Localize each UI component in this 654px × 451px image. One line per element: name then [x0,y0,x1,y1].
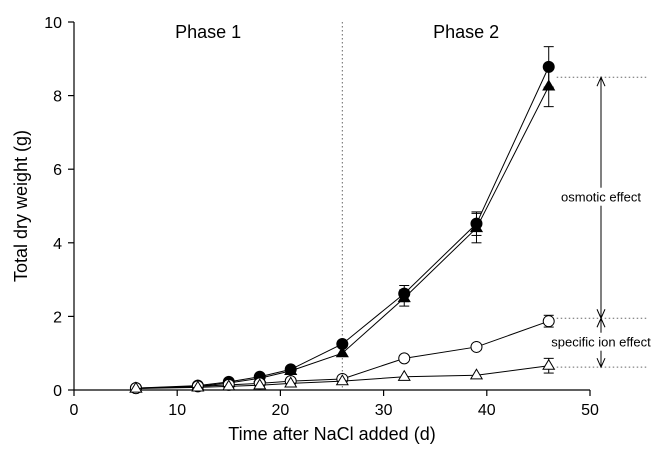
data-point [191,380,205,392]
data-point [397,369,411,381]
x-axis-label: Time after NaCl added (d) [228,424,435,444]
x-tick-label: 40 [478,402,496,419]
arrow-head [596,317,606,328]
annotation-label-bg [552,187,650,206]
reference-lines [556,76,648,368]
data-point [398,352,411,365]
phase-label: Phase 2 [433,22,499,42]
series-4 [129,357,556,393]
ticks: 0 10 20 30 40 50 0 2 4 6 8 10 [44,15,599,419]
y-tick-label: 4 [53,236,62,253]
y-tick-label: 2 [53,309,62,326]
data-point [253,378,267,390]
y-tick-label: 10 [44,15,62,32]
series-group [129,46,556,395]
annotation-label: osmotic effect [561,190,641,205]
x-tick-label: 20 [272,402,290,419]
arrow-head [596,357,606,369]
data-point [397,291,411,303]
data-point [335,374,349,386]
data-point [284,363,298,375]
y-tick-label: 8 [53,89,62,106]
x-tick-label: 0 [70,402,79,419]
data-point [284,376,298,388]
annotations: osmotic effect specific ion effect [538,75,654,369]
annotation-arrow: osmotic effect [552,75,650,320]
annotation-label-bg [538,332,654,351]
arrow-head [596,75,606,87]
data-point [542,79,556,91]
x-tick-label: 50 [581,402,599,419]
data-point [542,315,555,328]
x-tick-label: 10 [168,402,186,419]
y-axis-label: Total dry weight (g) [11,130,31,282]
y-tick-label: 0 [53,383,62,400]
y-tick-label: 6 [53,162,62,179]
x-tick-label: 30 [375,402,393,419]
data-point [470,340,483,353]
annotation-label: specific ion effect [551,335,651,350]
data-point [335,346,349,358]
annotation-arrow: specific ion effect [538,317,654,369]
data-point [469,368,484,380]
data-point [469,221,484,233]
axes [73,22,590,391]
data-point [222,379,236,391]
phase-label: Phase 1 [175,22,241,42]
series-2 [129,65,556,393]
data-point [129,381,143,393]
phase-divider: Phase 1 Phase 2 [175,22,499,390]
data-point [542,358,556,370]
